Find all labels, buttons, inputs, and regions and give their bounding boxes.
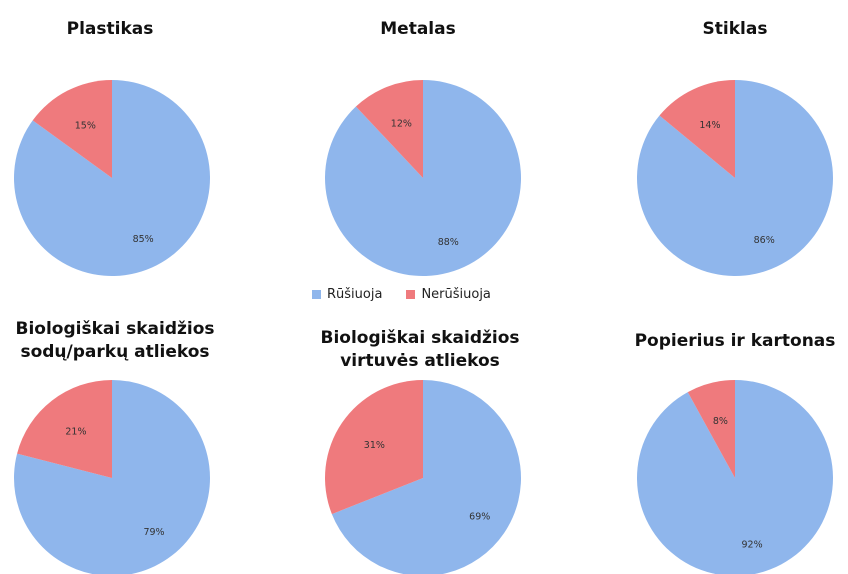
pie-3-label-rusiuoja: 79% bbox=[143, 527, 164, 538]
pie-2-label-rusiuoja: 86% bbox=[754, 235, 775, 246]
pie-5-label-nerusiuoja: 8% bbox=[713, 416, 728, 427]
pie-3-label-nerusiuoja: 21% bbox=[65, 427, 86, 438]
pie-2-label-nerusiuoja: 14% bbox=[699, 120, 720, 131]
pie-5-label-rusiuoja: 92% bbox=[741, 539, 762, 550]
pie-1-label-nerusiuoja: 12% bbox=[391, 118, 412, 129]
pie-1-label-rusiuoja: 88% bbox=[438, 237, 459, 248]
pie-0-label-rusiuoja: 85% bbox=[133, 234, 154, 245]
pie-4-label-rusiuoja: 69% bbox=[469, 512, 490, 523]
pie-1-slice-rusiuoja bbox=[325, 80, 521, 276]
pie-0-label-nerusiuoja: 15% bbox=[75, 121, 96, 132]
pie-4-label-nerusiuoja: 31% bbox=[364, 440, 385, 451]
